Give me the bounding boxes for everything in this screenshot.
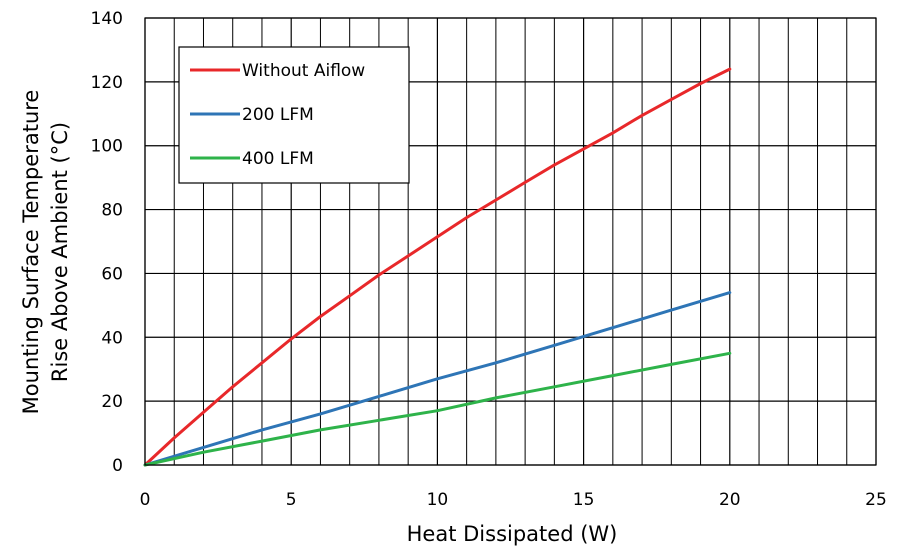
- x-tick-label: 10: [427, 490, 449, 510]
- y-tick-label: 0: [112, 456, 123, 476]
- x-tick-label: 15: [573, 490, 595, 510]
- series-line-without-aiflow: [143, 67, 732, 467]
- y-axis-label-line1: Mounting Surface Temperature: [19, 90, 43, 415]
- series-line-400-lfm: [143, 351, 732, 467]
- y-tick-label: 20: [101, 392, 123, 412]
- y-tick-label: 80: [101, 201, 123, 221]
- x-tick-label: 25: [865, 490, 887, 510]
- legend-label: 200 LFM: [242, 105, 314, 125]
- legend-label: 400 LFM: [242, 149, 314, 169]
- series-layer: [143, 67, 732, 467]
- x-tick-labels: 0 5 10 15 20 25: [140, 490, 887, 510]
- x-tick-label: 5: [286, 490, 297, 510]
- x-tick-label: 20: [719, 490, 741, 510]
- y-axis-label-line2: Rise Above Ambient (°C): [48, 122, 72, 382]
- y-tick-label: 40: [101, 328, 123, 348]
- y-tick-label: 120: [91, 73, 123, 93]
- series-line-200-lfm: [143, 291, 732, 467]
- y-tick-label: 140: [91, 9, 123, 29]
- x-tick-label: 0: [140, 490, 151, 510]
- plot-area-frame: [144, 17, 877, 466]
- y-tick-labels: 0 20 40 60 80 100 120 140: [91, 9, 123, 476]
- x-axis-label: Heat Dissipated (W): [407, 522, 618, 546]
- y-tick-label: 60: [101, 264, 123, 284]
- legend-label: Without Aiflow: [242, 61, 365, 81]
- legend: Without Aiflow 200 LFM 400 LFM: [178, 46, 410, 184]
- y-tick-label: 100: [91, 137, 123, 157]
